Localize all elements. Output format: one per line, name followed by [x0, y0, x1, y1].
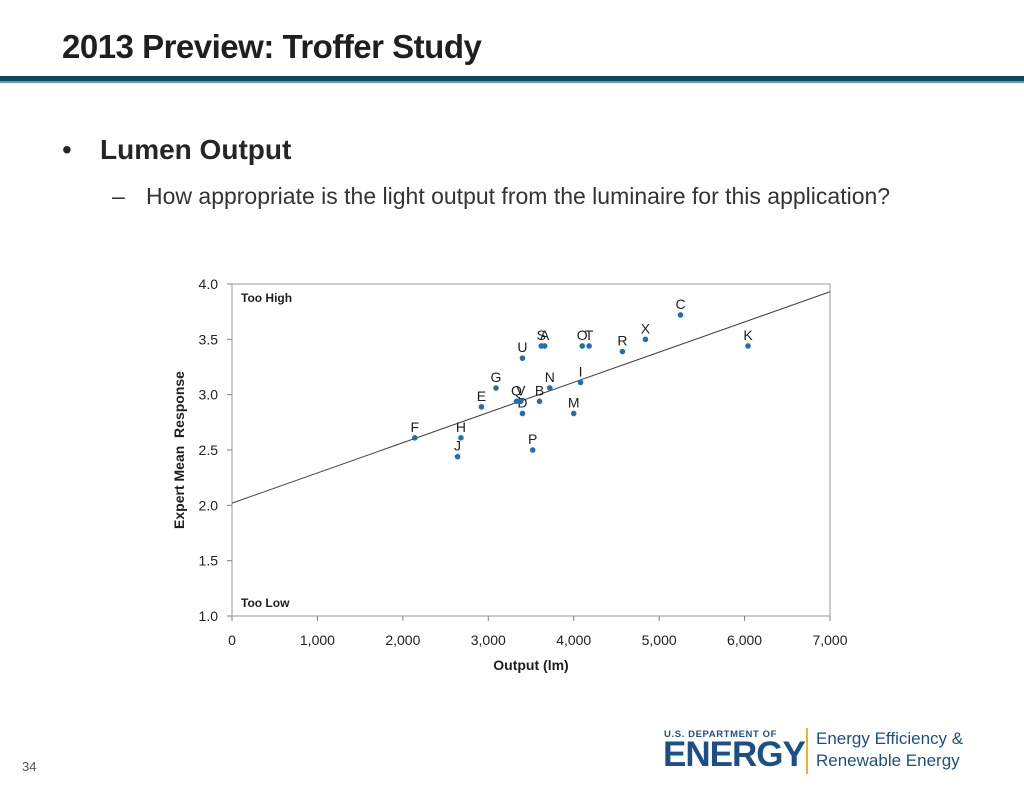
- sub-bullet-marker: –: [112, 183, 125, 209]
- data-label-o: O: [577, 327, 588, 343]
- y-tick-label: 2.5: [199, 442, 219, 458]
- x-tick-label: 3,000: [471, 632, 506, 648]
- data-point-t: [586, 343, 592, 349]
- bullet-marker: •: [62, 134, 72, 165]
- data-point-u: [519, 355, 526, 361]
- x-tick-label: 4,000: [556, 632, 591, 648]
- data-label-e: E: [477, 388, 486, 404]
- data-label-q: Q: [511, 382, 522, 398]
- data-label-p: P: [528, 431, 537, 447]
- bullet-text: Lumen Output: [100, 134, 292, 165]
- page-number: 34: [22, 759, 37, 774]
- data-label-t: T: [585, 327, 594, 343]
- data-label-k: K: [743, 327, 753, 343]
- logo-office-line-2: Renewable Energy: [816, 751, 960, 770]
- logo-doe-text: U.S. DEPARTMENT OF: [664, 729, 778, 740]
- data-label-a: A: [540, 327, 550, 343]
- scatter-chart: 1.0 1.5 2.0 2.5 3.0 3.5 4.0 0 1,000 2,000 3,000 4,0…: [171, 276, 848, 673]
- data-label-m: M: [568, 394, 580, 410]
- logo-divider: [806, 728, 808, 774]
- y-tick-label: 1.5: [199, 553, 219, 569]
- data-label-h: H: [456, 419, 466, 435]
- data-point-s: [538, 343, 545, 349]
- logo-office-line-1: Energy Efficiency &: [816, 729, 964, 748]
- data-point-k: [745, 343, 751, 349]
- doe-eere-logo: U.S. DEPARTMENT OF ENERGY Energy Efficie…: [663, 726, 994, 778]
- data-point-n: [546, 385, 553, 391]
- x-tick-label: 0: [228, 632, 236, 648]
- y-tick-label: 2.0: [199, 497, 219, 513]
- data-point-x: [642, 336, 649, 343]
- annotation-too-low: Too Low: [241, 596, 290, 610]
- data-label-u: U: [517, 339, 527, 355]
- data-point-i: [577, 379, 584, 386]
- data-label-i: I: [579, 363, 583, 379]
- title-rule-accent: [0, 81, 1024, 83]
- data-point-m: [570, 410, 577, 417]
- data-point-b: [536, 398, 543, 405]
- data-label-f: F: [411, 419, 420, 435]
- data-point-r: [619, 348, 626, 355]
- y-axis-title: Expert Mean Response: [171, 371, 187, 529]
- data-point-f: [412, 435, 418, 441]
- x-tick-label: 2,000: [385, 632, 420, 648]
- sub-bullet-text: How appropriate is the light output from…: [146, 183, 891, 209]
- x-tick-label: 7,000: [812, 632, 847, 648]
- x-tick-label: 1,000: [300, 632, 335, 648]
- data-point-o: [579, 343, 586, 349]
- data-point-c: [677, 312, 684, 318]
- data-label-b: B: [535, 382, 544, 398]
- data-label-g: G: [491, 369, 502, 385]
- data-label-v: V: [516, 382, 526, 398]
- data-point-g: [493, 385, 499, 391]
- sub-bullet-question: – How appropriate is the light output fr…: [112, 180, 912, 213]
- data-point-p: [529, 447, 536, 453]
- title-rule: [0, 76, 1024, 81]
- data-label-x: X: [641, 320, 651, 336]
- y-tick-label: 3.5: [199, 331, 219, 347]
- data-point-e: [478, 404, 485, 410]
- data-label-c: C: [675, 296, 685, 312]
- data-label-n: N: [545, 369, 555, 385]
- data-label-s: S: [537, 327, 546, 343]
- data-point-q: [513, 398, 520, 405]
- data-label-r: R: [617, 333, 627, 349]
- annotation-too-high: Too High: [241, 291, 292, 305]
- x-tick-label: 5,000: [642, 632, 677, 648]
- y-tick-label: 1.0: [199, 608, 219, 624]
- trendline: [231, 291, 831, 504]
- y-tick-label: 3.0: [199, 387, 219, 403]
- x-tick-label: 6,000: [727, 632, 762, 648]
- data-point-d: [519, 410, 526, 417]
- logo-energy-text: ENERGY: [663, 735, 806, 774]
- data-point-v: [517, 398, 524, 405]
- data-label-j: J: [454, 438, 461, 454]
- slide-title: 2013 Preview: Troffer Study: [62, 28, 482, 65]
- y-tick-label: 4.0: [199, 276, 219, 292]
- data-point-j: [454, 453, 461, 460]
- bullet-lumen-output: • Lumen Output: [62, 134, 291, 166]
- data-point-h: [458, 435, 464, 441]
- x-axis-title: Output (lm): [493, 657, 568, 673]
